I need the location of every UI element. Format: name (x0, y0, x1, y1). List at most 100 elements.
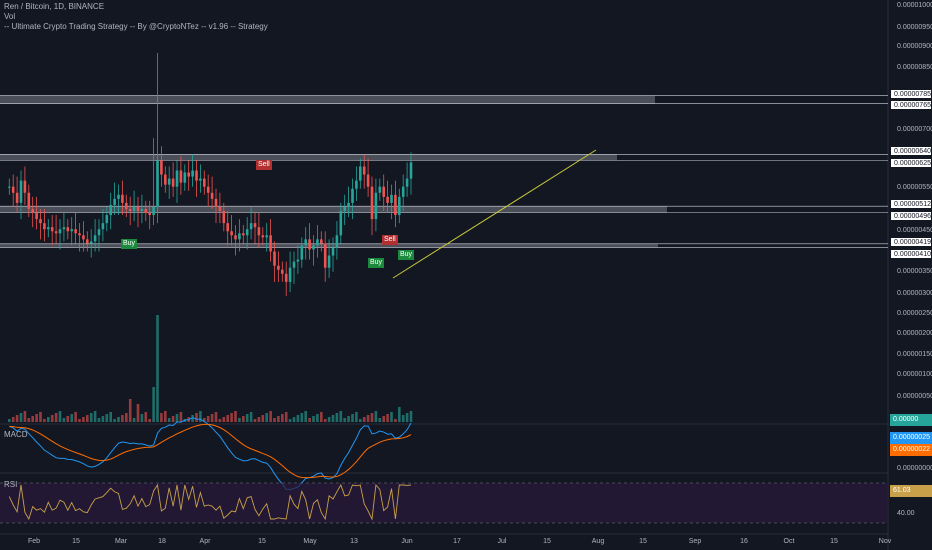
candle-body (187, 172, 190, 177)
zone-price-tag: 0.00000625 (890, 158, 932, 168)
volume-bar (105, 414, 109, 422)
volume-bar (284, 412, 288, 422)
volume-bar (89, 413, 93, 422)
candle-body (261, 235, 265, 238)
date-tick-label: Mar (114, 538, 128, 545)
date-tick-label: 18 (158, 538, 166, 545)
date-tick-label: 15 (258, 538, 266, 545)
candle-body (125, 202, 128, 209)
candle-body (128, 208, 132, 211)
date-tick-label: 15 (830, 538, 838, 545)
rsi-value-tag: 61.03 (890, 485, 932, 497)
volume-bar (257, 417, 261, 422)
volume-bar (339, 411, 343, 422)
volume-bar (35, 414, 38, 422)
candle-body (269, 235, 272, 252)
price-tick-label: 0.00000050 (897, 393, 932, 400)
zone-price-tag: 0.00000640 (890, 146, 932, 156)
date-tick-label: Apr (199, 538, 211, 545)
candle-body (386, 196, 389, 203)
volume-bar (343, 418, 346, 422)
candle-body (343, 206, 346, 211)
price-tick-label: 0.00000700 (897, 126, 932, 133)
candle-body (140, 208, 144, 211)
candle-body (382, 186, 385, 197)
volume-bar (70, 414, 73, 422)
volume-bar (401, 415, 405, 422)
volume-bar (148, 419, 151, 422)
candle-body (167, 178, 171, 185)
zone-price-tag: 0.00000410 (890, 249, 932, 259)
volume-bar (86, 415, 89, 422)
volume-bar (273, 418, 276, 422)
volume-bar (101, 416, 105, 422)
volume-bar (292, 417, 296, 422)
candle-body (11, 186, 15, 193)
candle-body (405, 178, 409, 187)
volume-bar (128, 399, 132, 422)
volume-bar (312, 416, 315, 422)
macd-zero-tick: 0.00000000 (897, 465, 932, 472)
date-tick-label: Jun (401, 538, 413, 545)
candle-body (86, 239, 89, 244)
candle-body (31, 208, 34, 214)
candle-body (101, 223, 105, 230)
candle-body (8, 186, 11, 188)
volume-bar (113, 419, 116, 422)
volume-bar (156, 315, 159, 422)
date-tick-label: May (303, 538, 317, 545)
candle-body (27, 192, 31, 209)
candle-body (93, 235, 97, 242)
rsi-band (0, 483, 888, 523)
volume-bar (175, 414, 179, 422)
candle-body (43, 223, 46, 230)
volume-bar (359, 419, 362, 422)
symbol-title: Ren / Bitcoin, 1D, BINANCE (4, 2, 105, 11)
volume-bar (39, 412, 42, 422)
volume-bar (277, 416, 280, 422)
sr-zone-2 (0, 206, 667, 213)
date-tick-label: 15 (639, 538, 647, 545)
candle-body (179, 170, 183, 183)
volume-bar (58, 411, 62, 422)
price-tick-label: 0.00000950 (897, 24, 932, 31)
volume-bar (195, 413, 198, 422)
candle-body (370, 186, 374, 220)
candle-body (401, 186, 405, 197)
macd-signal-tag: 0.00000022 (890, 444, 932, 456)
candle-body (331, 247, 335, 256)
candle-body (320, 239, 323, 244)
volume-bar (351, 414, 354, 422)
candle-body (222, 211, 226, 224)
candle-body (273, 251, 276, 266)
macd-pane-label: MACD (4, 430, 28, 439)
candle-body (89, 241, 93, 244)
date-tick-label: 13 (350, 538, 358, 545)
candle-body (121, 194, 124, 203)
candle-body (152, 206, 155, 216)
date-tick-label: Sep (688, 538, 702, 545)
candle-body (175, 170, 179, 187)
volume-bar (109, 412, 112, 422)
date-tick-label: 16 (740, 538, 748, 545)
volume-bar (136, 404, 140, 422)
candle-body (74, 229, 77, 234)
volume-bar (281, 414, 284, 422)
candle-body (203, 178, 206, 187)
candle-body (136, 206, 140, 211)
macd-line (9, 417, 412, 491)
price-tick-label: 0.00000100 (897, 371, 932, 378)
candle-body (366, 174, 370, 187)
volume-bar (300, 413, 304, 422)
volume-bar (171, 416, 175, 422)
volume-bar (253, 419, 257, 422)
candle-body (183, 172, 187, 183)
candle-body (39, 219, 42, 224)
candle-body (362, 166, 366, 175)
candle-body (164, 174, 167, 185)
volume-bar (23, 411, 27, 422)
strategy-legend: -- Ultimate Crypto Trading Strategy -- B… (4, 22, 268, 31)
volume-bar (405, 413, 409, 422)
candle-body (374, 192, 378, 220)
